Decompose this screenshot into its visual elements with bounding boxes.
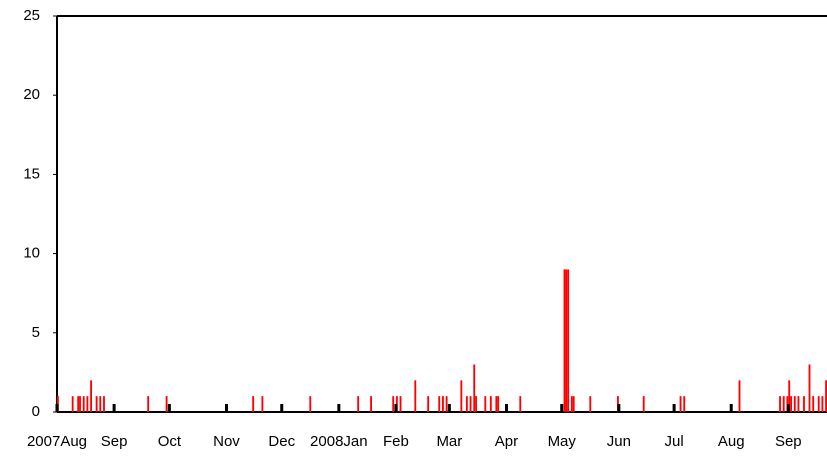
bar bbox=[497, 396, 500, 412]
x-tick-label: Jul bbox=[665, 433, 684, 450]
bar bbox=[442, 396, 444, 412]
bar bbox=[399, 396, 402, 412]
bar bbox=[261, 396, 264, 412]
x-tick bbox=[394, 404, 398, 412]
bar bbox=[147, 396, 150, 412]
bar bbox=[77, 396, 80, 412]
bar bbox=[779, 396, 781, 412]
bar bbox=[473, 364, 476, 412]
bar bbox=[589, 396, 592, 412]
x-tick bbox=[504, 404, 508, 412]
x-tick-label: May bbox=[548, 433, 577, 450]
bar bbox=[495, 396, 498, 412]
x-tick-label: Apr bbox=[495, 433, 518, 450]
x-tick bbox=[447, 404, 451, 412]
x-tick-label: Jun bbox=[607, 433, 631, 450]
bar bbox=[793, 396, 796, 412]
bar bbox=[427, 396, 430, 412]
bar bbox=[570, 396, 573, 412]
bar bbox=[103, 396, 105, 412]
bar bbox=[445, 396, 448, 412]
bar bbox=[357, 396, 360, 412]
bar bbox=[803, 396, 805, 412]
y-tick-label: 5 bbox=[32, 324, 40, 341]
x-tick-label: 2008Jan bbox=[310, 433, 368, 450]
y-tick-label: 25 bbox=[23, 7, 40, 24]
x-tick-label: Nov bbox=[213, 433, 240, 450]
x-tick bbox=[786, 404, 790, 412]
bar bbox=[738, 380, 741, 412]
bar bbox=[71, 396, 74, 412]
y-tick-label: 10 bbox=[23, 245, 40, 262]
bar bbox=[438, 396, 441, 412]
x-tick bbox=[337, 404, 341, 412]
bar bbox=[392, 396, 395, 412]
bar bbox=[484, 396, 487, 412]
bar bbox=[825, 380, 827, 412]
x-tick-label: Sep bbox=[101, 433, 128, 450]
bar bbox=[165, 396, 168, 412]
bar bbox=[679, 396, 682, 412]
bar bbox=[683, 396, 686, 412]
bar bbox=[642, 396, 645, 412]
x-tick-label: Feb bbox=[383, 433, 409, 450]
x-tick bbox=[617, 404, 621, 412]
bar bbox=[370, 396, 372, 412]
bar bbox=[414, 380, 417, 412]
x-tick bbox=[560, 404, 564, 412]
bar bbox=[519, 396, 522, 412]
bar bbox=[797, 396, 800, 412]
y-tick-label: 20 bbox=[23, 86, 40, 103]
bar bbox=[782, 396, 785, 412]
x-tick bbox=[729, 404, 733, 412]
y-tick-label: 0 bbox=[32, 403, 40, 420]
x-tick bbox=[672, 404, 676, 412]
x-tick-label: Dec bbox=[268, 433, 295, 450]
bar bbox=[99, 396, 102, 412]
x-tick bbox=[167, 404, 171, 412]
x-tick bbox=[55, 404, 59, 412]
bar bbox=[563, 269, 566, 412]
bar bbox=[790, 396, 792, 412]
bar bbox=[82, 396, 85, 412]
bar bbox=[252, 396, 255, 412]
bar bbox=[821, 396, 824, 412]
x-tick bbox=[280, 404, 284, 412]
bar bbox=[812, 396, 815, 412]
bar bbox=[489, 396, 492, 412]
bar bbox=[567, 269, 570, 412]
x-tick bbox=[112, 404, 116, 412]
bar bbox=[565, 269, 568, 412]
bar bbox=[572, 396, 575, 412]
x-tick-label: Mar bbox=[436, 433, 462, 450]
bar bbox=[817, 396, 820, 412]
bar bbox=[788, 380, 791, 412]
bar bbox=[460, 380, 463, 412]
bar bbox=[309, 396, 312, 412]
bar bbox=[469, 396, 472, 412]
y-tick-label: 15 bbox=[23, 165, 40, 182]
bar bbox=[79, 396, 81, 412]
x-tick bbox=[224, 404, 228, 412]
bar bbox=[95, 396, 98, 412]
bar bbox=[465, 396, 468, 412]
x-tick-label: Oct bbox=[158, 433, 182, 450]
x-tick-label: 2007Aug bbox=[27, 433, 87, 450]
bar bbox=[475, 396, 477, 412]
bar bbox=[90, 380, 92, 412]
x-tick-label: Sep bbox=[775, 433, 802, 450]
x-tick-label: Aug bbox=[718, 433, 745, 450]
bar bbox=[86, 396, 89, 412]
bar bbox=[808, 364, 811, 412]
